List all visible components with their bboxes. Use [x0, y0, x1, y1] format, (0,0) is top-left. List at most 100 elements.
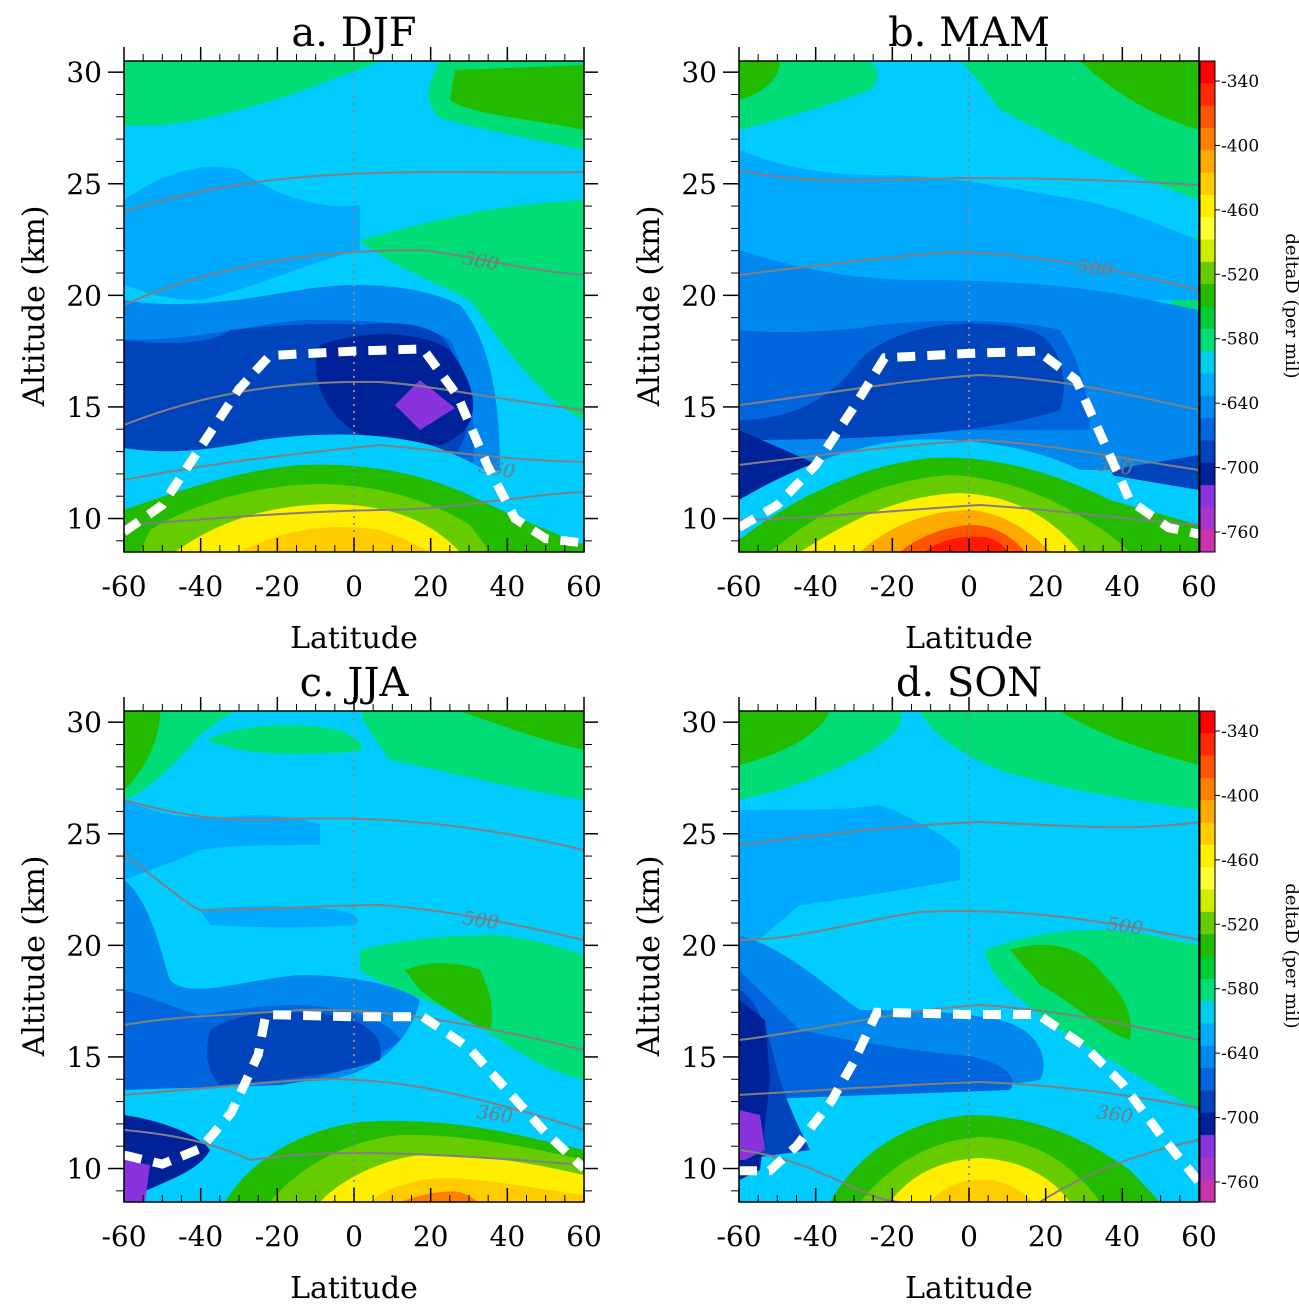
y-tick-label: 25: [681, 818, 717, 851]
y-tick-label: 10: [681, 503, 717, 536]
panel-c-jja: c. JJA: [17, 660, 602, 1304]
colorbar-swatch: [1200, 261, 1215, 285]
x-tick-label: -20: [870, 570, 915, 603]
axis-ticks: -60 -40 -20 0 20 40 60 10 15 20 25 30: [681, 697, 1217, 1253]
colorbar-tick-label: -580: [1221, 330, 1259, 350]
isentrope-line: [739, 169, 1199, 186]
isentrope-line: [124, 1078, 584, 1131]
band-red-lower: [925, 536, 1008, 552]
band-green-dark-right: [405, 963, 492, 1030]
colorbar-title: deltaD (per mil): [1281, 883, 1299, 1028]
isentrope-line: [739, 250, 1199, 291]
colorbar-tick-label: -460: [1221, 201, 1259, 221]
contour-label: 360: [1095, 1101, 1134, 1128]
band-green-dark-right: [1010, 944, 1131, 1040]
band-purple-left: [739, 1110, 765, 1160]
x-tick-label: 0: [345, 570, 363, 603]
y-tick-label: 25: [66, 168, 102, 201]
x-tick-label: 20: [1028, 570, 1064, 603]
x-tick-label: 0: [960, 570, 978, 603]
band-red-orange-lower: [400, 1191, 478, 1202]
y-tick-label: 20: [66, 929, 102, 962]
x-tick-label: -40: [793, 1220, 838, 1253]
y-tick-label: 10: [66, 503, 102, 536]
x-tick-label: 60: [1181, 1220, 1217, 1253]
band-blue-1: [739, 805, 960, 950]
colorbar-tick-label: -640: [1221, 394, 1259, 414]
band-green-dark-upper-right: [460, 711, 584, 750]
colorbar-swatch: [1200, 105, 1215, 129]
axis-ticks: -60 -40 -20 0 20 40 60 10 15 20 25 30: [66, 47, 602, 603]
band-blue-left: [124, 166, 360, 300]
band-orange-lower: [240, 526, 430, 552]
colorbar-tick-label: -700: [1221, 459, 1259, 479]
colorbar-swatch: [1200, 1157, 1215, 1181]
band-green-dark-upper-left: [739, 711, 830, 765]
y-axis-label: Altitude (km): [17, 206, 52, 408]
contour-label: 360: [475, 1101, 514, 1128]
x-tick-label: 20: [413, 1220, 449, 1253]
x-tick-label: -40: [178, 570, 223, 603]
band-green-dark-upper-right: [1060, 711, 1199, 765]
isentrope-line: [124, 443, 584, 481]
colorbar-swatch: [1200, 440, 1215, 464]
x-tick-label: -20: [255, 1220, 300, 1253]
colorbar-title: deltaD (per mil): [1281, 233, 1299, 378]
x-tick-label: -60: [101, 570, 146, 603]
colorbar-tick-label: -700: [1221, 1109, 1259, 1129]
x-tick-label: 0: [345, 1220, 363, 1253]
y-tick-label: 30: [681, 56, 717, 89]
colorbar-swatch: [1200, 1001, 1215, 1024]
x-tick-label: 60: [566, 570, 602, 603]
colorbar-tick-label: -760: [1221, 523, 1259, 543]
colorbar-swatch: [1200, 777, 1215, 801]
isentrope-line: [124, 248, 584, 306]
colorbar-swatch: [1200, 529, 1215, 553]
x-tick-label: -20: [255, 570, 300, 603]
colorbar-swatch: [1200, 83, 1215, 107]
x-tick-label: -20: [870, 1220, 915, 1253]
tropopause-line: [739, 346, 1199, 539]
y-tick-label: 20: [66, 279, 102, 312]
colorbar-swatch: [1200, 1068, 1215, 1091]
isentrope-line: [739, 1003, 1199, 1041]
band-blue-1b: [200, 906, 358, 928]
colorbar-swatch: [1200, 418, 1215, 441]
isentrope-line: [124, 1129, 584, 1166]
colorbar-tick-label: -340: [1221, 72, 1259, 92]
x-tick-label: -60: [716, 1220, 761, 1253]
isentrope-line: [124, 380, 584, 426]
colorbar-swatch: [1200, 867, 1215, 891]
x-tick-label: 40: [1105, 570, 1141, 603]
colorbar-tick-label: -460: [1221, 851, 1259, 871]
band-green-dark-upper-right: [450, 65, 584, 130]
band-orange-lower: [930, 1179, 1032, 1202]
colorbar-top: deltaD (per mil) -340 -400 -460 -520 -580 -64…: [1199, 60, 1299, 553]
band-blue-3: [739, 970, 1013, 1100]
colorbar-swatch: [1200, 822, 1215, 846]
x-axis-label: Latitude: [905, 621, 1033, 656]
colorbar-tick-label: -400: [1221, 136, 1259, 156]
isentrope-lines: [124, 799, 584, 1166]
colorbar-swatch: [1200, 1090, 1215, 1114]
x-tick-label: 60: [1181, 570, 1217, 603]
axis-ticks: -60 -40 -20 0 20 40 60 10 15 20 25 30: [66, 697, 602, 1253]
band-green-dark-upper-right: [1080, 61, 1199, 130]
panel-b-mam: b. MAM 5: [632, 10, 1217, 656]
colorbar-swatch: [1200, 844, 1215, 868]
colorbar-swatch: [1200, 172, 1215, 196]
colorbar-swatch: [1200, 328, 1215, 352]
isentrope-line: [739, 820, 1199, 846]
contour-field: [124, 61, 584, 552]
x-tick-label: 20: [1028, 1220, 1064, 1253]
x-tick-label: -60: [101, 1220, 146, 1253]
axis-ticks: -60 -40 -20 0 20 40 60 10 15 20 25 30: [681, 47, 1217, 603]
y-tick-label: 30: [66, 56, 102, 89]
isentrope-line: [739, 438, 1199, 471]
isentrope-line: [739, 373, 1199, 411]
band-blue-4: [207, 1012, 381, 1085]
colorbar-swatch: [1200, 194, 1215, 218]
colorbar-swatch: [1200, 934, 1215, 957]
x-tick-label: 40: [1105, 1220, 1141, 1253]
x-axis-label: Latitude: [905, 1271, 1033, 1304]
